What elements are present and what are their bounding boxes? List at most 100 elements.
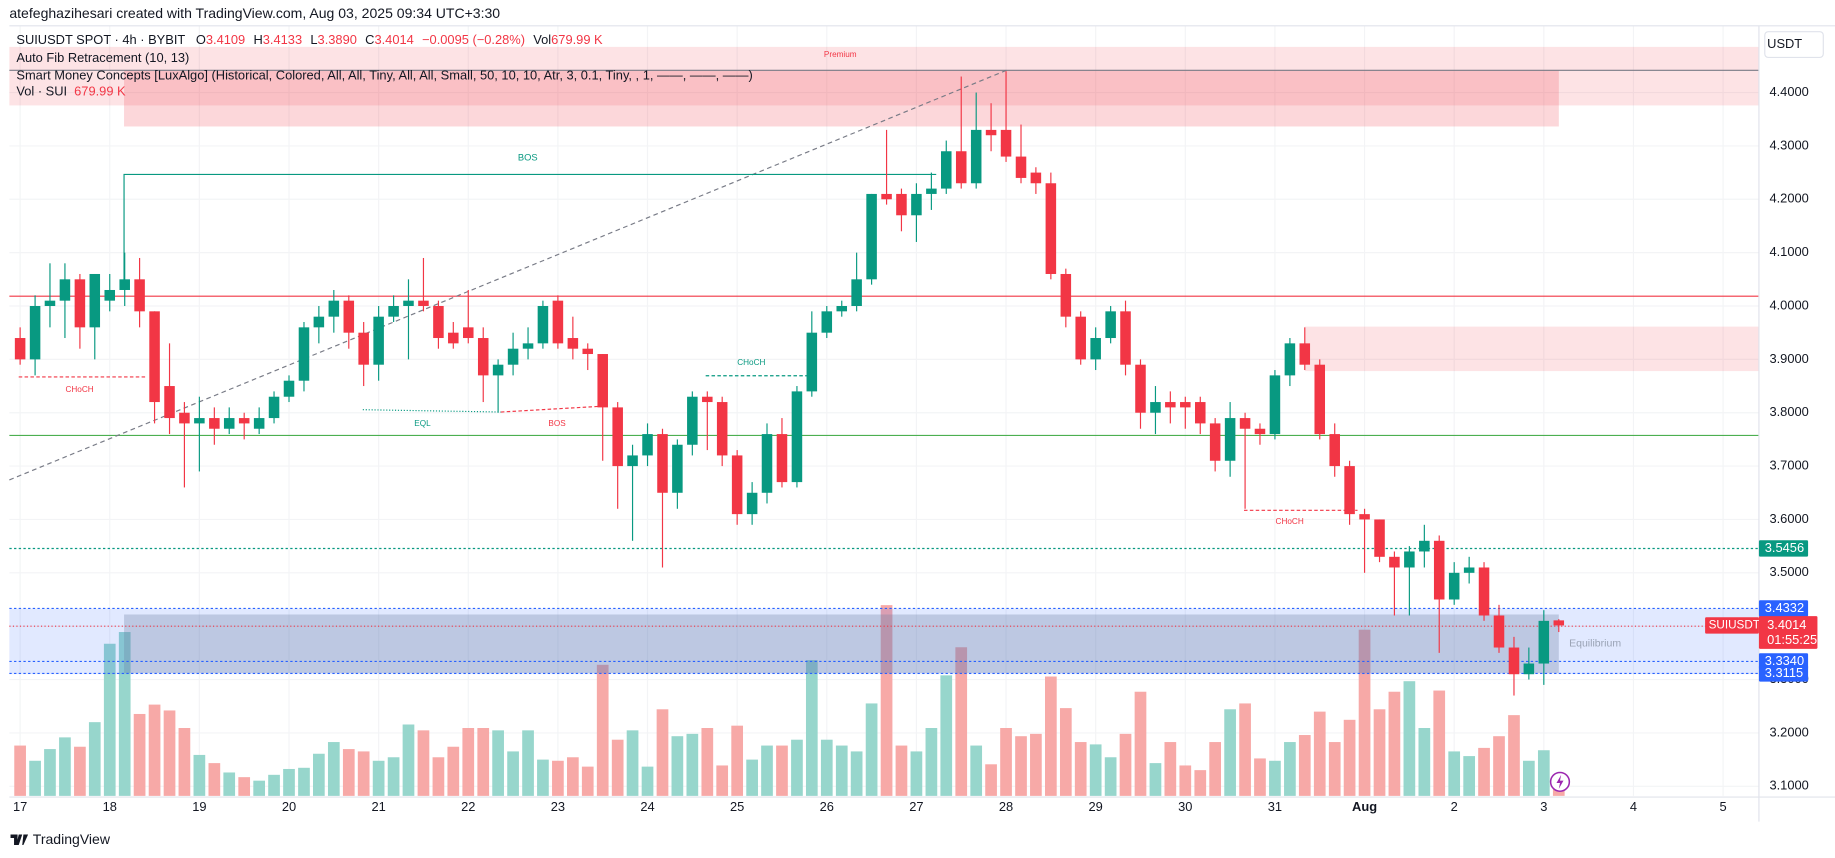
symbol-tag-label: SUIUSDT [1709,619,1760,632]
volume-bar [970,745,983,796]
price-tag-label: 3.3340 [1765,653,1804,668]
candle-body [955,151,967,184]
volume-bar [746,759,758,796]
candle-body [582,348,594,355]
volume-value: 679.99 K [74,84,126,99]
candle-body [492,364,504,376]
volume-bar [880,605,893,796]
volume-bar [417,730,430,796]
volume-bar [910,751,923,796]
bos-line [123,173,937,281]
ohlc-key: L [310,32,317,47]
x-tick-label: 29 [1089,799,1103,814]
choch-label: CHoCH [1276,517,1304,526]
candle-body [940,151,952,189]
candle-body [1165,402,1176,408]
premium-box [124,70,1559,127]
indicator-legend[interactable]: Smart Money Concepts [LuxAlgo] (Historic… [16,68,752,83]
candle-body [716,402,728,456]
candle-body [74,279,86,328]
price-tag-label: 3.3115 [1765,665,1803,680]
x-tick-label: 28 [999,799,1013,814]
volume-bar [1104,757,1117,796]
volume-bar [641,766,654,796]
volume-legend[interactable]: Vol · SUI 679.99 K [16,84,126,99]
candle-body [776,434,788,483]
candle-body [1150,402,1161,413]
ohlc-value: 3.4109 [206,32,245,47]
volume-bar [1418,728,1431,796]
candle-body [1180,402,1191,408]
ohlc-key: C [365,32,374,47]
price-tag [1758,540,1809,557]
candle-body [926,188,937,194]
volume-bar [133,713,146,796]
candle-body [89,273,101,328]
candle-body [433,306,444,339]
candle-body [134,279,145,312]
candle-body [358,332,369,365]
candle-body [462,327,474,339]
currency-label: USDT [1767,36,1802,51]
candle-body [851,279,862,307]
volume-bar [148,704,161,796]
candle-body [328,300,340,317]
candle-body [970,129,982,184]
volume-bar [208,763,221,796]
candle-body [119,279,130,290]
candle-body [597,354,608,408]
candle-body [388,306,399,317]
vol-key: Vol [533,32,551,47]
candle-body [448,332,459,344]
candle-body [44,300,56,307]
volume-bar [44,749,56,796]
alert-icon [1556,774,1564,789]
candle-body [1344,466,1355,515]
volume-bar [1403,681,1416,796]
x-tick-label: 20 [282,799,296,814]
price-tag [1758,600,1809,617]
candle-body [985,129,997,136]
equilibrium-label: Equilibrium [1569,638,1621,650]
volume-bar [59,737,71,796]
bos-label: BOS [548,419,566,428]
volume-bar [283,768,295,796]
volume-bar [1523,760,1535,796]
candle-body [1015,156,1027,178]
volume-bar [656,709,669,796]
candle-body [1523,663,1535,675]
candle-body [791,391,803,483]
volume-bar [1074,742,1087,796]
volume-bar [223,772,236,796]
x-tick-label: 26 [820,799,834,814]
volume-bar [1000,728,1012,796]
volume-bar [731,725,744,796]
volume-bar [761,745,773,796]
premium-label: Premium [824,50,857,59]
volume-bar [268,774,280,796]
indicator-legend[interactable]: Auto Fib Retracement (10, 13) [16,50,189,65]
candle-body [1120,311,1131,365]
choch-label: CHoCH [65,385,93,394]
candle-body [1553,620,1565,626]
volume-bar [327,742,340,796]
candle-body [1389,556,1400,568]
y-tick-label: 3.2000 [1769,724,1808,739]
volume-bar [611,739,624,796]
vol-value: 679.99 K [551,32,603,47]
price-tag-label: 3.4332 [1765,600,1804,615]
currency-button[interactable] [1764,31,1824,59]
brand: TradingView [33,831,111,847]
candle-body [1030,172,1042,184]
volume-bar [865,703,878,796]
volume-bar [1298,735,1311,796]
volume-bar [1388,691,1401,796]
current-price-tag [1758,616,1818,649]
candle-body [522,343,534,349]
candle-body [836,306,848,312]
x-tick-label: 25 [730,799,744,814]
y-tick-label: 3.5000 [1769,564,1808,579]
x-tick-label: 24 [640,799,654,814]
volume-bar [193,754,206,796]
